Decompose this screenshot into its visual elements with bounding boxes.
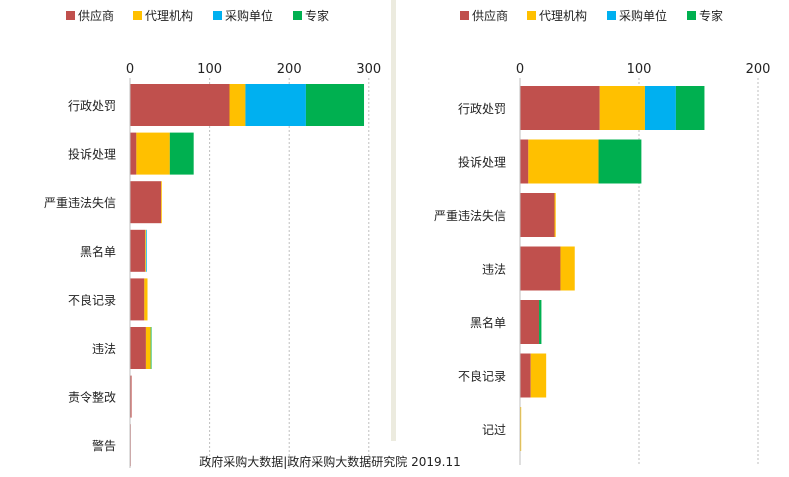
legend-label-2: 代理机构 xyxy=(539,8,587,23)
chart-1: 供应商 代理机构 采购单位 专家 0 100 200 300 行政处罚投诉处理严重违法失信黑名单… xyxy=(44,8,381,468)
category-label-4: 违法 xyxy=(482,263,506,277)
x-tick-label-1: 0 xyxy=(516,62,524,77)
category-label-7: 责令整改 xyxy=(68,390,116,405)
bar-5-series-1 xyxy=(130,278,145,321)
category-label-3: 严重违法失信 xyxy=(44,195,116,210)
legend-label-1: 供应商 xyxy=(78,8,114,23)
bar-1-series-2 xyxy=(599,86,645,130)
bar-5-series-2 xyxy=(144,278,148,321)
bar-4-series-2 xyxy=(560,246,575,291)
bar-5-series-4 xyxy=(539,300,542,344)
category-label-6: 违法 xyxy=(92,342,116,356)
bar-7-series-1 xyxy=(130,375,132,418)
legend-swatch-4 xyxy=(687,11,696,20)
x-tick-label-2: 100 xyxy=(627,62,652,77)
bar-1-series-4 xyxy=(675,86,705,130)
bar-2-series-2 xyxy=(136,132,170,175)
bar-2-series-2 xyxy=(528,139,599,184)
bar-2-series-1 xyxy=(130,132,137,175)
bar-2-series-1 xyxy=(520,139,529,184)
panel-divider xyxy=(391,0,396,441)
bar-1-series-1 xyxy=(130,84,230,126)
bar-4-series-1 xyxy=(520,246,561,291)
bar-1-series-1 xyxy=(520,86,600,130)
legend-swatch-2 xyxy=(133,11,142,20)
bar-6-series-2 xyxy=(530,353,547,398)
legend-label-3: 采购单位 xyxy=(225,8,273,23)
bar-7-series-2 xyxy=(520,407,522,451)
bar-4-series-2 xyxy=(145,229,146,272)
chart-2: 供应商 代理机构 采购单位 专家 0 100 200 行政处罚投诉处理严重违法失信违法黑名单不… xyxy=(434,8,770,465)
legend-label-4: 专家 xyxy=(305,8,329,23)
legend-swatch-2 xyxy=(527,11,536,20)
category-label-6: 不良记录 xyxy=(458,369,506,384)
legend-swatch-1 xyxy=(460,11,469,20)
legend-label-4: 专家 xyxy=(699,8,723,23)
bar-6-series-2 xyxy=(145,327,151,369)
category-label-3: 严重违法失信 xyxy=(434,208,506,223)
bar-1-series-2 xyxy=(229,84,246,126)
x-tick-label-2: 100 xyxy=(197,62,222,77)
category-label-5: 黑名单 xyxy=(470,315,506,330)
legend-swatch-1 xyxy=(66,11,75,20)
category-label-7: 记过 xyxy=(482,423,506,437)
category-label-2: 投诉处理 xyxy=(68,147,116,162)
legend-label-3: 采购单位 xyxy=(619,8,667,23)
bar-4-series-1 xyxy=(130,229,146,272)
x-tick-label-3: 200 xyxy=(277,62,302,77)
bar-1-series-3 xyxy=(644,86,676,130)
bar-2-series-4 xyxy=(598,139,642,184)
bar-6-series-4 xyxy=(150,327,152,369)
legend-swatch-3 xyxy=(213,11,222,20)
bar-3-series-1 xyxy=(520,193,555,237)
bar-2-series-4 xyxy=(169,132,194,175)
category-label-5: 不良记录 xyxy=(68,292,116,307)
legend-label-2: 代理机构 xyxy=(145,8,193,23)
legend-swatch-4 xyxy=(293,11,302,20)
category-label-1: 行政处罚 xyxy=(458,102,506,116)
x-tick-label-4: 300 xyxy=(356,62,381,77)
bar-4-series-3 xyxy=(145,229,147,272)
bar-3-series-2 xyxy=(554,193,556,237)
category-label-8: 警告 xyxy=(92,438,116,453)
bar-3-series-2 xyxy=(161,181,162,224)
bar-3-series-1 xyxy=(130,181,162,224)
bar-1-series-3 xyxy=(245,84,306,126)
category-label-2: 投诉处理 xyxy=(458,155,506,170)
category-label-1: 行政处罚 xyxy=(68,99,116,113)
bar-6-series-1 xyxy=(520,353,531,398)
source-footer: 政府采购大数据|政府采购大数据研究院 2019.11 xyxy=(199,455,461,469)
bar-1-series-4 xyxy=(305,84,365,126)
legend-swatch-3 xyxy=(607,11,616,20)
x-tick-label-1: 0 xyxy=(126,62,134,77)
bar-5-series-1 xyxy=(520,300,540,344)
x-tick-label-3: 200 xyxy=(746,62,771,77)
category-label-4: 黑名单 xyxy=(80,244,116,259)
bar-6-series-1 xyxy=(130,327,146,369)
legend-label-1: 供应商 xyxy=(472,8,508,23)
